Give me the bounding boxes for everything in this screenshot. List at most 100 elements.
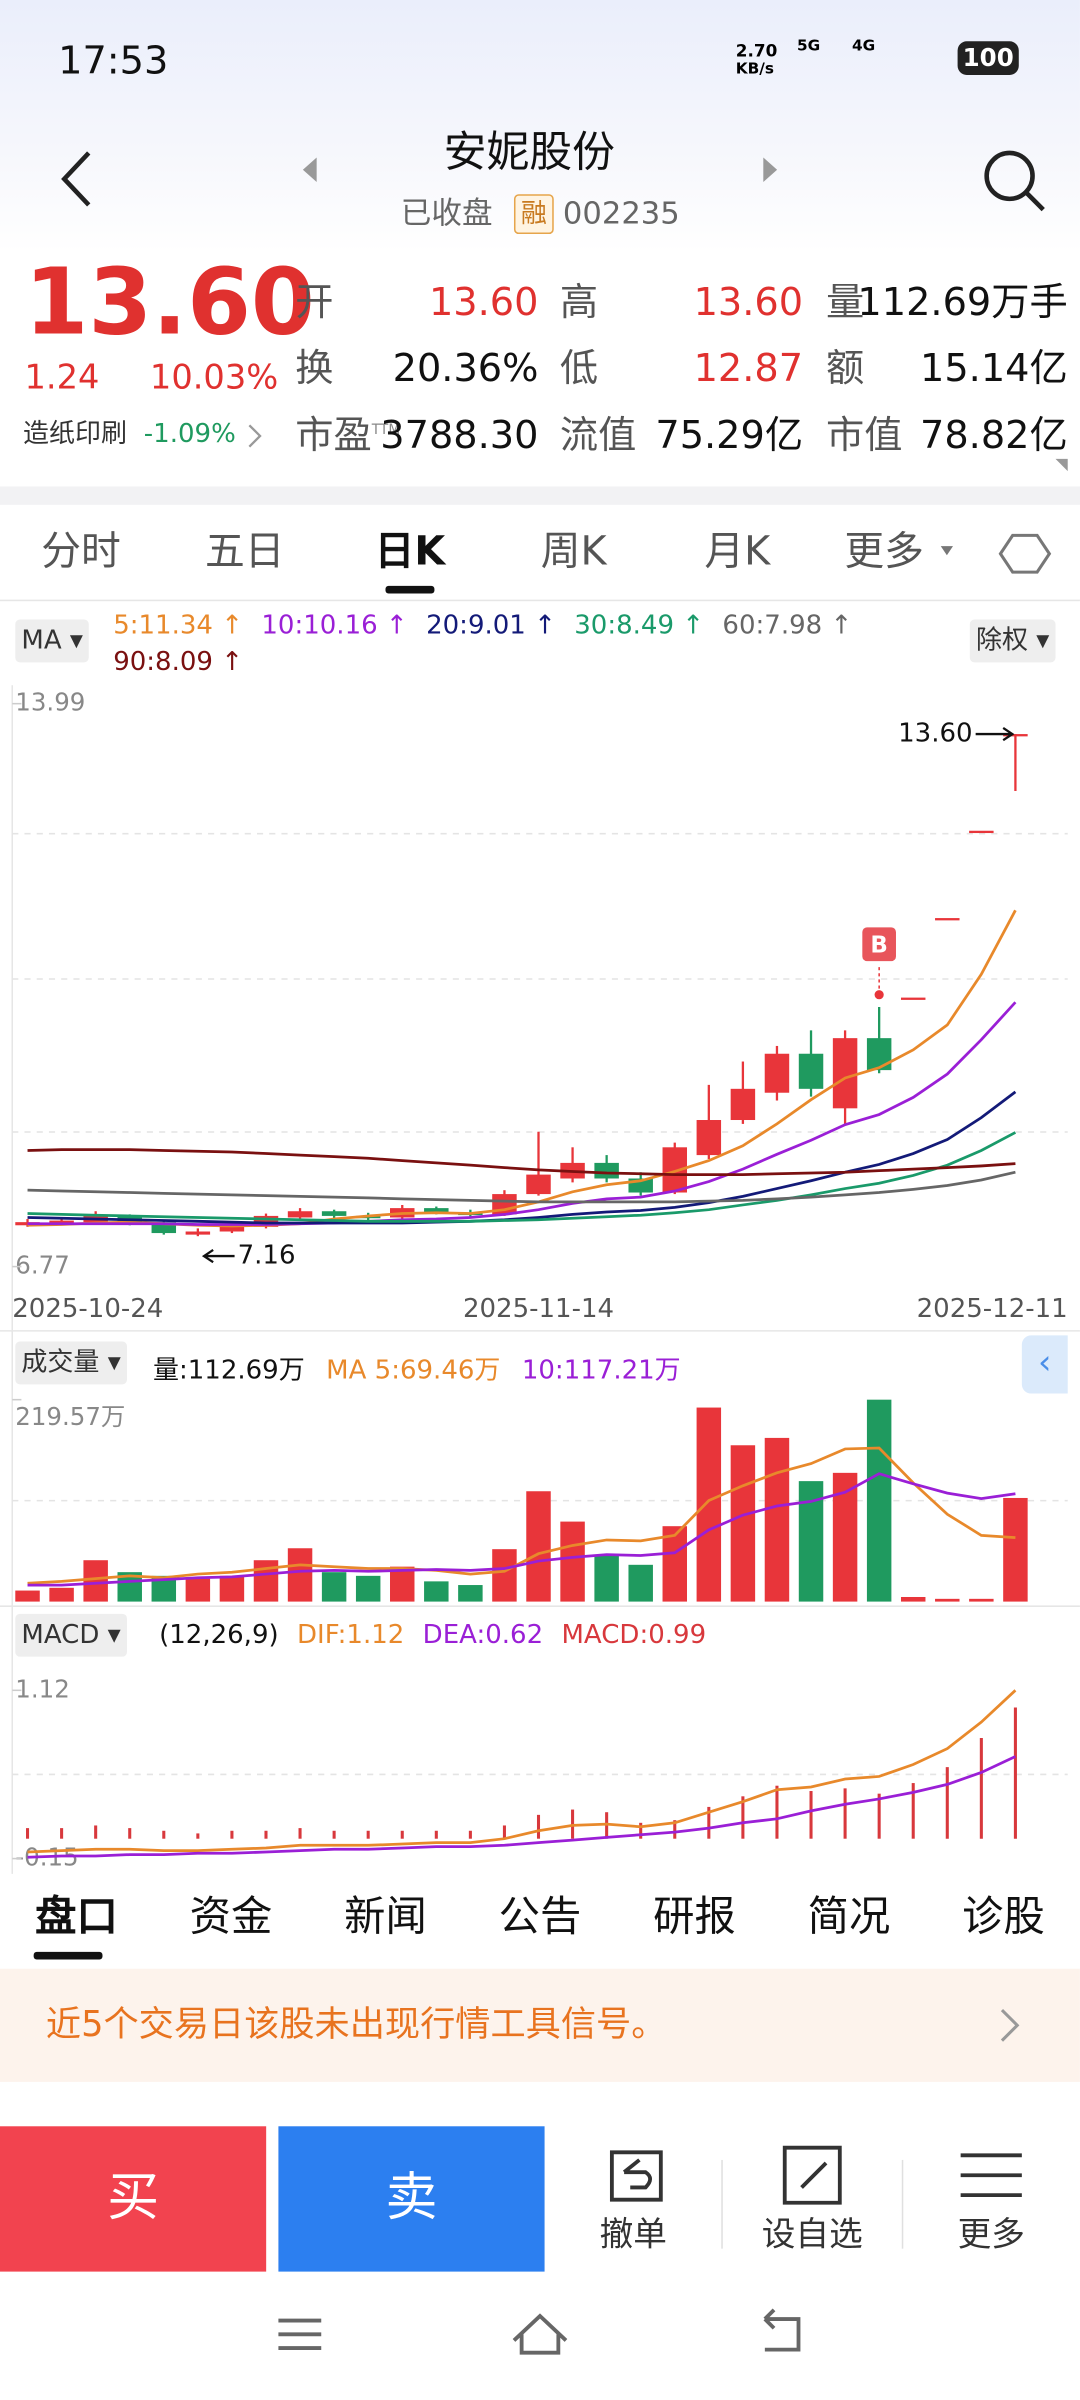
macd-line bbox=[27, 1755, 1016, 1859]
volume-bar bbox=[526, 1491, 551, 1602]
bottom-tab[interactable]: 资金 bbox=[189, 1893, 273, 1942]
field-value: 20.36% bbox=[392, 345, 539, 391]
sell-button[interactable] bbox=[278, 2126, 545, 2272]
field-label: 市盈TTM bbox=[295, 413, 401, 458]
field-value: 3788.30 bbox=[380, 413, 539, 458]
signal-text: B bbox=[870, 932, 887, 958]
market-status: 已收盘 bbox=[400, 194, 493, 231]
separator bbox=[0, 486, 1080, 505]
tab-indicator bbox=[33, 1951, 103, 1960]
x-tick-label: 2025-10-24 bbox=[12, 1294, 163, 1324]
field-value: 75.29亿 bbox=[655, 413, 804, 458]
bottom-tab[interactable]: 简况 bbox=[807, 1893, 891, 1942]
volume-selector[interactable]: 成交量 ▾ bbox=[15, 1341, 127, 1385]
clock: 17:53 bbox=[58, 38, 169, 83]
sell-label[interactable]: 卖 bbox=[385, 2167, 438, 2229]
bottom-tab[interactable]: 诊股 bbox=[962, 1893, 1045, 1942]
ma-line bbox=[27, 1090, 1017, 1225]
candle-body bbox=[832, 1038, 858, 1109]
chart-tab[interactable]: 日K bbox=[374, 529, 446, 576]
candle-body bbox=[900, 997, 926, 1000]
volume-bar bbox=[1003, 1497, 1028, 1602]
net-5g: 5G bbox=[796, 38, 821, 56]
notice-arrow bbox=[1000, 2008, 1020, 2042]
cancel-icon bbox=[609, 2150, 663, 2202]
volume-bar bbox=[355, 1575, 381, 1602]
action-label[interactable]: 设自选 bbox=[761, 2216, 863, 2255]
ma-selector[interactable]: MA ▾ bbox=[15, 619, 90, 663]
buy-label[interactable]: 买 bbox=[107, 2167, 160, 2229]
volume-bar bbox=[83, 1560, 108, 1602]
ma-line bbox=[27, 1131, 1017, 1223]
bottom-tab[interactable]: 新闻 bbox=[344, 1893, 427, 1942]
candle-body bbox=[253, 1215, 279, 1227]
adjust-selector[interactable]: 除权 ▾ bbox=[969, 619, 1056, 663]
chart-tab[interactable]: 月K bbox=[704, 529, 771, 576]
volume-ma-line bbox=[27, 1472, 1016, 1587]
bottom-tab[interactable]: 盘口 bbox=[35, 1893, 118, 1942]
legend-entry: 20:9.01 ↑ bbox=[426, 610, 556, 641]
bottom-tab[interactable]: 研报 bbox=[653, 1893, 736, 1942]
min-label: 7.16 bbox=[238, 1241, 296, 1271]
candle-body bbox=[49, 1220, 74, 1224]
search-button[interactable] bbox=[984, 150, 1035, 202]
nav-back[interactable] bbox=[763, 2308, 801, 2352]
field-label-text: 市盈 bbox=[295, 413, 372, 458]
nav-menu[interactable] bbox=[278, 2318, 322, 2351]
chart-tab[interactable]: 分时 bbox=[41, 529, 121, 576]
field-label-text: 额 bbox=[826, 345, 865, 391]
volume-bar bbox=[935, 1598, 960, 1602]
field-label: 额 bbox=[826, 347, 864, 389]
action-label[interactable]: 更多 bbox=[957, 2216, 1025, 2255]
tab-indicator bbox=[385, 585, 435, 594]
prev-stock[interactable] bbox=[302, 157, 317, 183]
volume-bar bbox=[662, 1526, 688, 1602]
candle-body bbox=[969, 830, 994, 834]
sector-name[interactable]: 造纸印刷 bbox=[22, 419, 127, 450]
price-change: 1.24 bbox=[24, 359, 100, 398]
field-label-text: 高 bbox=[559, 279, 599, 325]
x-tick-label: 2025-12-11 bbox=[917, 1294, 1068, 1324]
watchlist-icon bbox=[782, 2145, 842, 2205]
legend-entry: 60:7.98 ↑ bbox=[722, 610, 853, 641]
legend-entry: 5:11.34 ↑ bbox=[113, 610, 244, 641]
next-stock[interactable] bbox=[763, 157, 778, 183]
volume-bar bbox=[900, 1596, 926, 1602]
field-label: 开 bbox=[295, 281, 333, 323]
candle-body bbox=[594, 1162, 619, 1179]
y-tick-label: 1.12 bbox=[15, 1674, 69, 1703]
collapse-tab[interactable]: ‹ bbox=[1021, 1335, 1068, 1394]
y-tick-label: 219.57万 bbox=[15, 1402, 125, 1431]
chart-tab[interactable]: 周K bbox=[540, 529, 607, 576]
macd-line bbox=[27, 1689, 1017, 1854]
volume-bar bbox=[390, 1566, 415, 1602]
settings-button[interactable] bbox=[998, 533, 1052, 574]
notice-bar[interactable] bbox=[0, 1968, 1080, 2082]
chart-tab[interactable]: 更多 bbox=[844, 529, 924, 576]
candle-body bbox=[935, 918, 960, 921]
sector-change[interactable]: -1.09% bbox=[143, 419, 236, 450]
legend-entry: 10:10.16 ↑ bbox=[261, 610, 408, 641]
volume-legend: 量:112.69万 MA 5:69.46万 10:117.21万 bbox=[153, 1348, 681, 1386]
volume-bar bbox=[866, 1399, 892, 1602]
macd-selector[interactable]: MACD ▾ bbox=[15, 1613, 127, 1657]
field-label-text: 换 bbox=[295, 345, 334, 391]
battery: 100 bbox=[957, 41, 1019, 75]
field-label-text: 流值 bbox=[559, 413, 637, 458]
candle-body bbox=[424, 1208, 449, 1213]
chart-tab[interactable]: 五日 bbox=[204, 529, 285, 576]
buy-button[interactable] bbox=[0, 2126, 267, 2272]
legend-entry: 10:117.21万 bbox=[521, 1355, 681, 1386]
bottom-tab[interactable]: 公告 bbox=[498, 1893, 582, 1942]
notice-text[interactable]: 近5个交易日该股未出现行情工具信号。 bbox=[45, 2005, 667, 2046]
nav-home[interactable] bbox=[512, 2313, 568, 2355]
field-label-sup: TTM bbox=[371, 423, 401, 439]
back-button[interactable] bbox=[61, 151, 91, 207]
candle-body bbox=[798, 1053, 824, 1089]
legend-entry: MACD:0.99 bbox=[561, 1619, 707, 1651]
action-label[interactable]: 撤单 bbox=[599, 2216, 667, 2255]
ma-line bbox=[27, 1170, 1016, 1204]
candle-body bbox=[185, 1231, 211, 1235]
